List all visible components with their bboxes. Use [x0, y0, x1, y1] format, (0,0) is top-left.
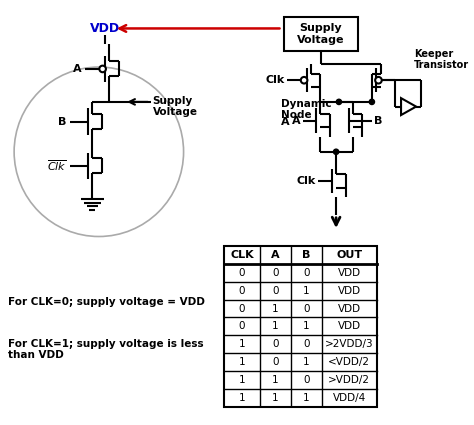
Text: CLK: CLK: [230, 250, 254, 260]
Circle shape: [100, 65, 106, 72]
Text: B: B: [58, 116, 67, 127]
Text: A: A: [281, 116, 289, 127]
Text: 1: 1: [303, 286, 310, 296]
Text: VDD: VDD: [337, 321, 361, 332]
Text: <VDD/2: <VDD/2: [328, 357, 370, 367]
Text: VDD: VDD: [337, 268, 361, 278]
Text: 1: 1: [272, 375, 279, 385]
Text: 0: 0: [239, 268, 245, 278]
Circle shape: [336, 99, 342, 105]
Text: VDD: VDD: [337, 286, 361, 296]
Text: 1: 1: [303, 357, 310, 367]
Bar: [284, 17, 358, 51]
Text: 0: 0: [272, 357, 279, 367]
Text: 1: 1: [272, 393, 279, 403]
Text: >VDD/2: >VDD/2: [328, 375, 370, 385]
Text: 0: 0: [272, 286, 279, 296]
Text: 1: 1: [303, 393, 310, 403]
Text: For CLK=1; supply voltage is less
than VDD: For CLK=1; supply voltage is less than V…: [8, 339, 203, 360]
Text: VDD: VDD: [91, 22, 120, 35]
Text: 1: 1: [238, 393, 245, 403]
Text: 0: 0: [239, 303, 245, 314]
Text: Supply
Voltage: Supply Voltage: [153, 96, 198, 117]
Circle shape: [14, 67, 183, 236]
Text: >2VDD/3: >2VDD/3: [325, 339, 374, 349]
Circle shape: [375, 77, 382, 84]
Text: Clk: Clk: [265, 75, 284, 85]
Text: A: A: [271, 250, 280, 260]
Text: 0: 0: [272, 339, 279, 349]
Text: 0: 0: [303, 339, 310, 349]
Text: Clk: Clk: [296, 176, 315, 186]
Text: 0: 0: [303, 375, 310, 385]
Text: 1: 1: [272, 321, 279, 332]
Text: A: A: [292, 116, 301, 126]
Text: 0: 0: [303, 303, 310, 314]
Text: 1: 1: [238, 339, 245, 349]
Circle shape: [301, 77, 307, 84]
Text: 0: 0: [272, 268, 279, 278]
Text: Keeper
Transistor: Keeper Transistor: [414, 49, 469, 70]
Text: VDD/4: VDD/4: [333, 393, 366, 403]
Text: Dynamic
Node: Dynamic Node: [281, 99, 331, 120]
Text: 1: 1: [238, 357, 245, 367]
Bar: [224, 246, 376, 407]
Text: 1: 1: [238, 375, 245, 385]
Circle shape: [333, 149, 339, 154]
Text: 0: 0: [239, 321, 245, 332]
Text: B: B: [302, 250, 310, 260]
Text: A: A: [73, 64, 82, 74]
Text: 1: 1: [303, 321, 310, 332]
Text: Supply
Voltage: Supply Voltage: [297, 23, 345, 45]
Text: 0: 0: [239, 286, 245, 296]
Text: For CLK=0; supply voltage = VDD: For CLK=0; supply voltage = VDD: [8, 298, 204, 307]
Text: VDD: VDD: [337, 303, 361, 314]
Text: 1: 1: [272, 303, 279, 314]
Text: $\overline{Clk}$: $\overline{Clk}$: [47, 159, 67, 173]
Polygon shape: [401, 98, 416, 115]
Circle shape: [369, 99, 374, 105]
Text: B: B: [374, 116, 382, 126]
Text: OUT: OUT: [336, 250, 362, 260]
Text: 0: 0: [303, 268, 310, 278]
